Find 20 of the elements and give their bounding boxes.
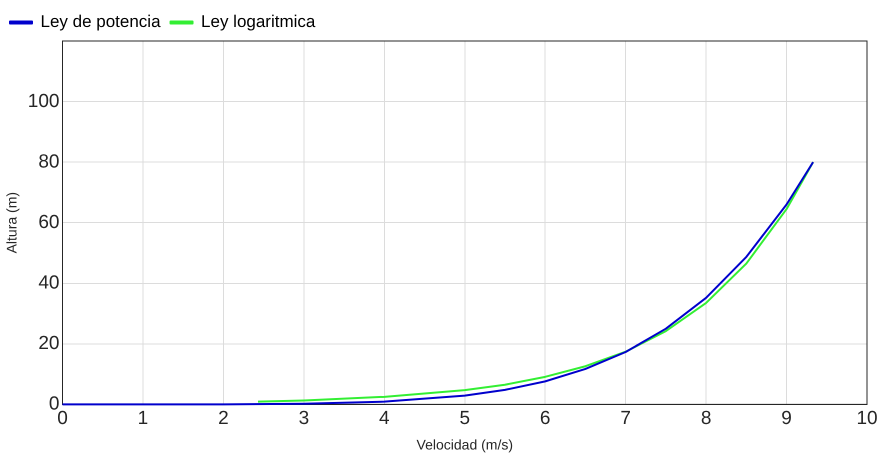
x-tick-label: 10 <box>856 408 878 430</box>
x-tick-label: 7 <box>620 408 631 430</box>
y-tick-label: 60 <box>38 212 60 233</box>
x-tick-label: 1 <box>138 408 148 430</box>
y-tick-label: 40 <box>38 272 60 294</box>
y-tick-label: 80 <box>38 151 60 172</box>
y-axis-title: Altura (m) <box>3 192 20 254</box>
x-tick-label: 9 <box>781 408 792 430</box>
x-tick-label: 3 <box>298 408 310 430</box>
y-tick-label: 0 <box>48 394 60 415</box>
x-tick-label: 4 <box>379 408 390 430</box>
legend-label: Ley logaritmica <box>201 12 316 32</box>
y-tick-label: 100 <box>28 90 60 112</box>
x-axis-title: Velocidad (m/s) <box>416 436 513 452</box>
legend-label: Ley de potencia <box>40 12 162 32</box>
x-tick-label: 2 <box>218 408 229 430</box>
y-tick-label: 20 <box>38 333 60 354</box>
x-tick-label: 5 <box>459 408 470 430</box>
x-tick-label: 6 <box>540 408 550 430</box>
x-tick-label: 8 <box>700 408 712 430</box>
